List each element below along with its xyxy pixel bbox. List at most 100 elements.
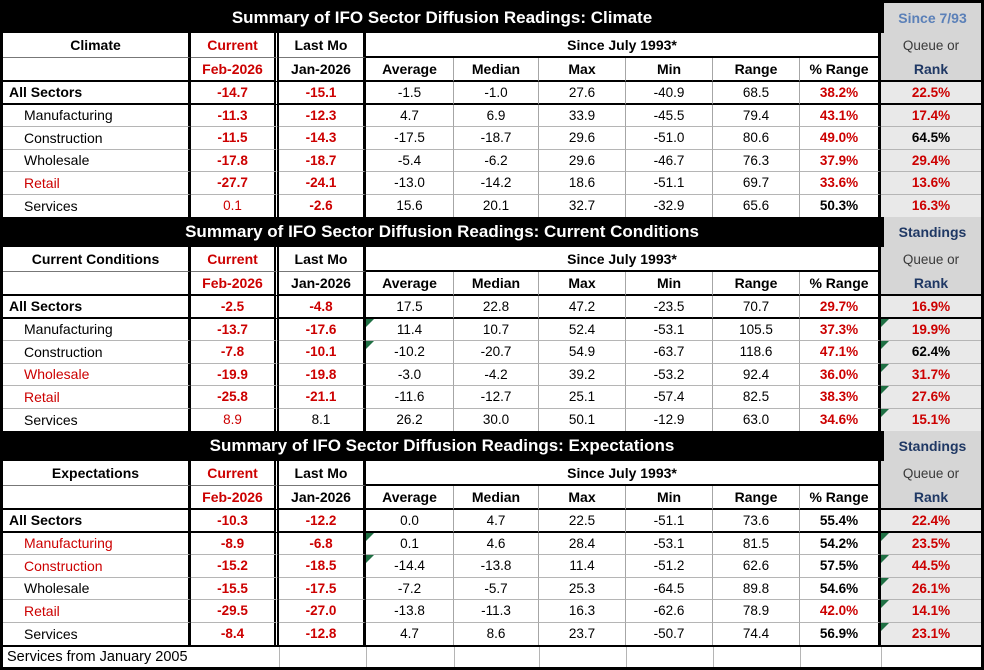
row-label: Manufacturing [3, 104, 191, 127]
row-label: Wholesale [3, 577, 191, 600]
row-label: Wholesale [3, 149, 191, 172]
stat-header-range: Range [713, 272, 800, 296]
pct-range-value: 49.0% [800, 127, 881, 150]
max-value: 22.5 [539, 510, 626, 533]
lastmo-value: -19.8 [279, 363, 366, 386]
footer-cell [366, 647, 454, 667]
badge-climate: Since 7/93 [881, 3, 981, 33]
range-value: 78.9 [713, 600, 800, 623]
since-header: Since July 1993* [366, 461, 881, 486]
current-header: Current [191, 247, 279, 272]
row-label: Services [3, 408, 191, 431]
section-title: Summary of IFO Sector Diffusion Readings… [3, 3, 881, 33]
section-current-conditions: Summary of IFO Sector Diffusion Readings… [3, 217, 981, 431]
median-value: 4.6 [454, 532, 539, 555]
footnote-row: Services from January 2005 [3, 645, 981, 667]
current-value: -27.7 [191, 172, 279, 195]
lastmo-value: -17.6 [279, 318, 366, 341]
average-value: 4.7 [366, 622, 454, 645]
current-value: -8.9 [191, 532, 279, 555]
current-value: -11.5 [191, 127, 279, 150]
range-value: 92.4 [713, 363, 800, 386]
rank-value: 19.9% [881, 318, 981, 341]
min-value: -45.5 [626, 104, 713, 127]
median-value: -4.2 [454, 363, 539, 386]
rank-value: 64.5% [881, 127, 981, 150]
rank-value: 26.1% [881, 577, 981, 600]
range-value: 76.3 [713, 149, 800, 172]
current-value: 0.1 [191, 194, 279, 217]
average-value: -13.8 [366, 600, 454, 623]
median-value: -11.3 [454, 600, 539, 623]
lastmo-value: -15.1 [279, 82, 366, 105]
footnote-text: Services from January 2005 [3, 647, 279, 667]
pct-range-value: 37.3% [800, 318, 881, 341]
max-value: 25.3 [539, 577, 626, 600]
rank-value: 16.3% [881, 194, 981, 217]
stat-header-range: Range [713, 58, 800, 82]
since-header: Since July 1993* [366, 33, 881, 58]
empty-header [3, 272, 191, 296]
max-value: 54.9 [539, 341, 626, 364]
row-label: All Sectors [3, 82, 191, 105]
pct-range-value: 47.1% [800, 341, 881, 364]
rank-value: 22.5% [881, 82, 981, 105]
pct-range-value: 55.4% [800, 510, 881, 533]
range-value: 69.7 [713, 172, 800, 195]
lastmo-value: 8.1 [279, 408, 366, 431]
current-value: 8.9 [191, 408, 279, 431]
average-value: 26.2 [366, 408, 454, 431]
footer-cell [881, 647, 981, 667]
range-value: 89.8 [713, 577, 800, 600]
rank-value: 15.1% [881, 408, 981, 431]
row-label: Construction [3, 127, 191, 150]
row-label: Construction [3, 341, 191, 364]
current-value: -10.3 [191, 510, 279, 533]
current-value: -17.8 [191, 149, 279, 172]
pct-range-value: 33.6% [800, 172, 881, 195]
rank-value: 27.6% [881, 386, 981, 409]
average-value: -10.2 [366, 341, 454, 364]
range-value: 82.5 [713, 386, 800, 409]
empty-header [3, 486, 191, 510]
lastmo-value: -12.2 [279, 510, 366, 533]
current-value: -15.5 [191, 577, 279, 600]
min-value: -62.6 [626, 600, 713, 623]
stat-header-pct-range: % Range [800, 272, 881, 296]
pct-range-value: 38.2% [800, 82, 881, 105]
row-label: Wholesale [3, 363, 191, 386]
min-value: -53.1 [626, 532, 713, 555]
median-value: -1.0 [454, 82, 539, 105]
empty-header [3, 58, 191, 82]
max-value: 32.7 [539, 194, 626, 217]
rank-value: 13.6% [881, 172, 981, 195]
max-value: 50.1 [539, 408, 626, 431]
median-value: 20.1 [454, 194, 539, 217]
max-value: 52.4 [539, 318, 626, 341]
min-value: -12.9 [626, 408, 713, 431]
min-value: -57.4 [626, 386, 713, 409]
pct-range-value: 50.3% [800, 194, 881, 217]
median-value: 6.9 [454, 104, 539, 127]
lastmo-value: -6.8 [279, 532, 366, 555]
min-value: -51.2 [626, 555, 713, 578]
stat-header-pct-range: % Range [800, 58, 881, 82]
max-value: 39.2 [539, 363, 626, 386]
max-value: 27.6 [539, 82, 626, 105]
min-value: -64.5 [626, 577, 713, 600]
stat-header-median: Median [454, 486, 539, 510]
current-value: -8.4 [191, 622, 279, 645]
badge-expectations: Standings [881, 431, 981, 461]
median-value: -6.2 [454, 149, 539, 172]
average-value: -1.5 [366, 82, 454, 105]
stat-header-pct-range: % Range [800, 486, 881, 510]
footer-cell [626, 647, 713, 667]
section-label: Climate [3, 33, 191, 58]
rank-value: 62.4% [881, 341, 981, 364]
row-label: Retail [3, 386, 191, 409]
median-value: 8.6 [454, 622, 539, 645]
footer-cell [539, 647, 626, 667]
row-label: Services [3, 194, 191, 217]
current-value: -11.3 [191, 104, 279, 127]
sections-container: Summary of IFO Sector Diffusion Readings… [3, 3, 981, 645]
